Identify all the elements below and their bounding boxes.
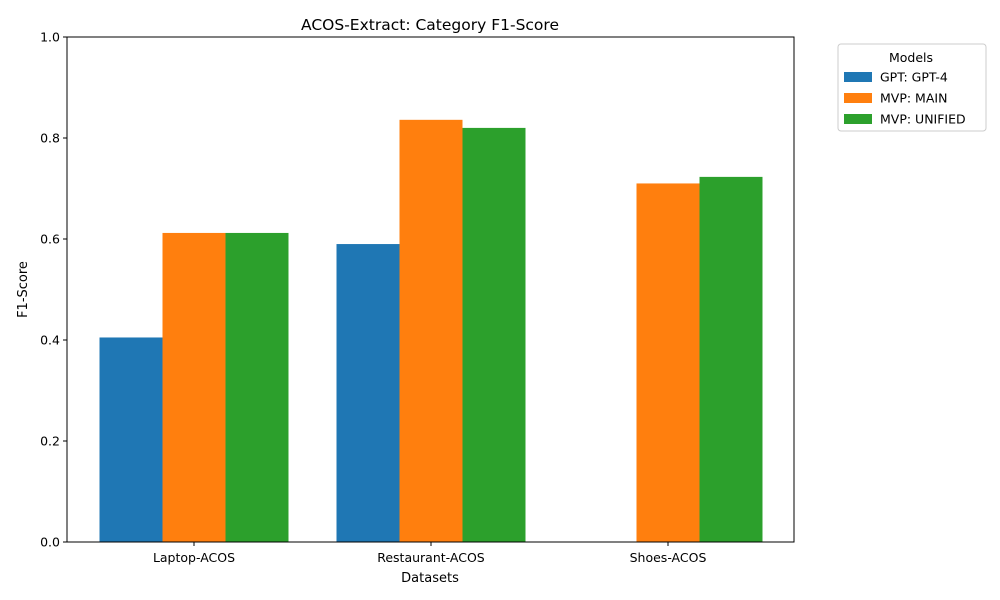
legend-items: GPT: GPT-4 MVP: MAIN MVP: UNIFIED: [844, 70, 966, 127]
y-tick-label: 0.2: [40, 434, 60, 449]
bar: [399, 119, 463, 542]
y-tick-label: 0.0: [40, 535, 60, 550]
bar: [699, 176, 763, 542]
y-tick-label: 0.4: [40, 333, 60, 348]
bar: [336, 244, 400, 543]
legend-label: MVP: UNIFIED: [880, 112, 966, 127]
x-tick-label: Shoes-ACOS: [630, 550, 707, 565]
bar: [225, 232, 289, 542]
legend-title: Models: [889, 50, 933, 65]
legend-label: MVP: MAIN: [880, 91, 947, 106]
bar: [162, 232, 226, 542]
bar: [462, 127, 526, 543]
legend-swatch: [844, 72, 872, 82]
legend-swatch: [844, 93, 872, 103]
y-axis-label: F1-Score: [16, 261, 31, 318]
x-axis: Laptop-ACOS Restaurant-ACOS Shoes-ACOS: [153, 542, 707, 565]
legend: Models GPT: GPT-4 MVP: MAIN MVP: UNIFIED: [837, 43, 987, 132]
bar: [99, 337, 163, 542]
x-tick-label: Restaurant-ACOS: [377, 550, 485, 565]
x-tick-label: Laptop-ACOS: [153, 550, 235, 565]
y-axis: 0.0 0.2 0.4 0.6 0.8 1.0: [40, 30, 67, 550]
chart-title: ACOS-Extract: Category F1-Score: [301, 16, 559, 34]
legend-label: GPT: GPT-4: [880, 70, 948, 85]
legend-swatch: [844, 114, 872, 124]
bars-group: [99, 119, 763, 543]
y-tick-label: 1.0: [40, 30, 60, 45]
x-axis-label: Datasets: [401, 571, 459, 586]
bar: [636, 183, 700, 542]
legend-box: [837, 43, 987, 132]
y-tick-label: 0.8: [40, 131, 60, 146]
y-tick-label: 0.6: [40, 232, 60, 247]
